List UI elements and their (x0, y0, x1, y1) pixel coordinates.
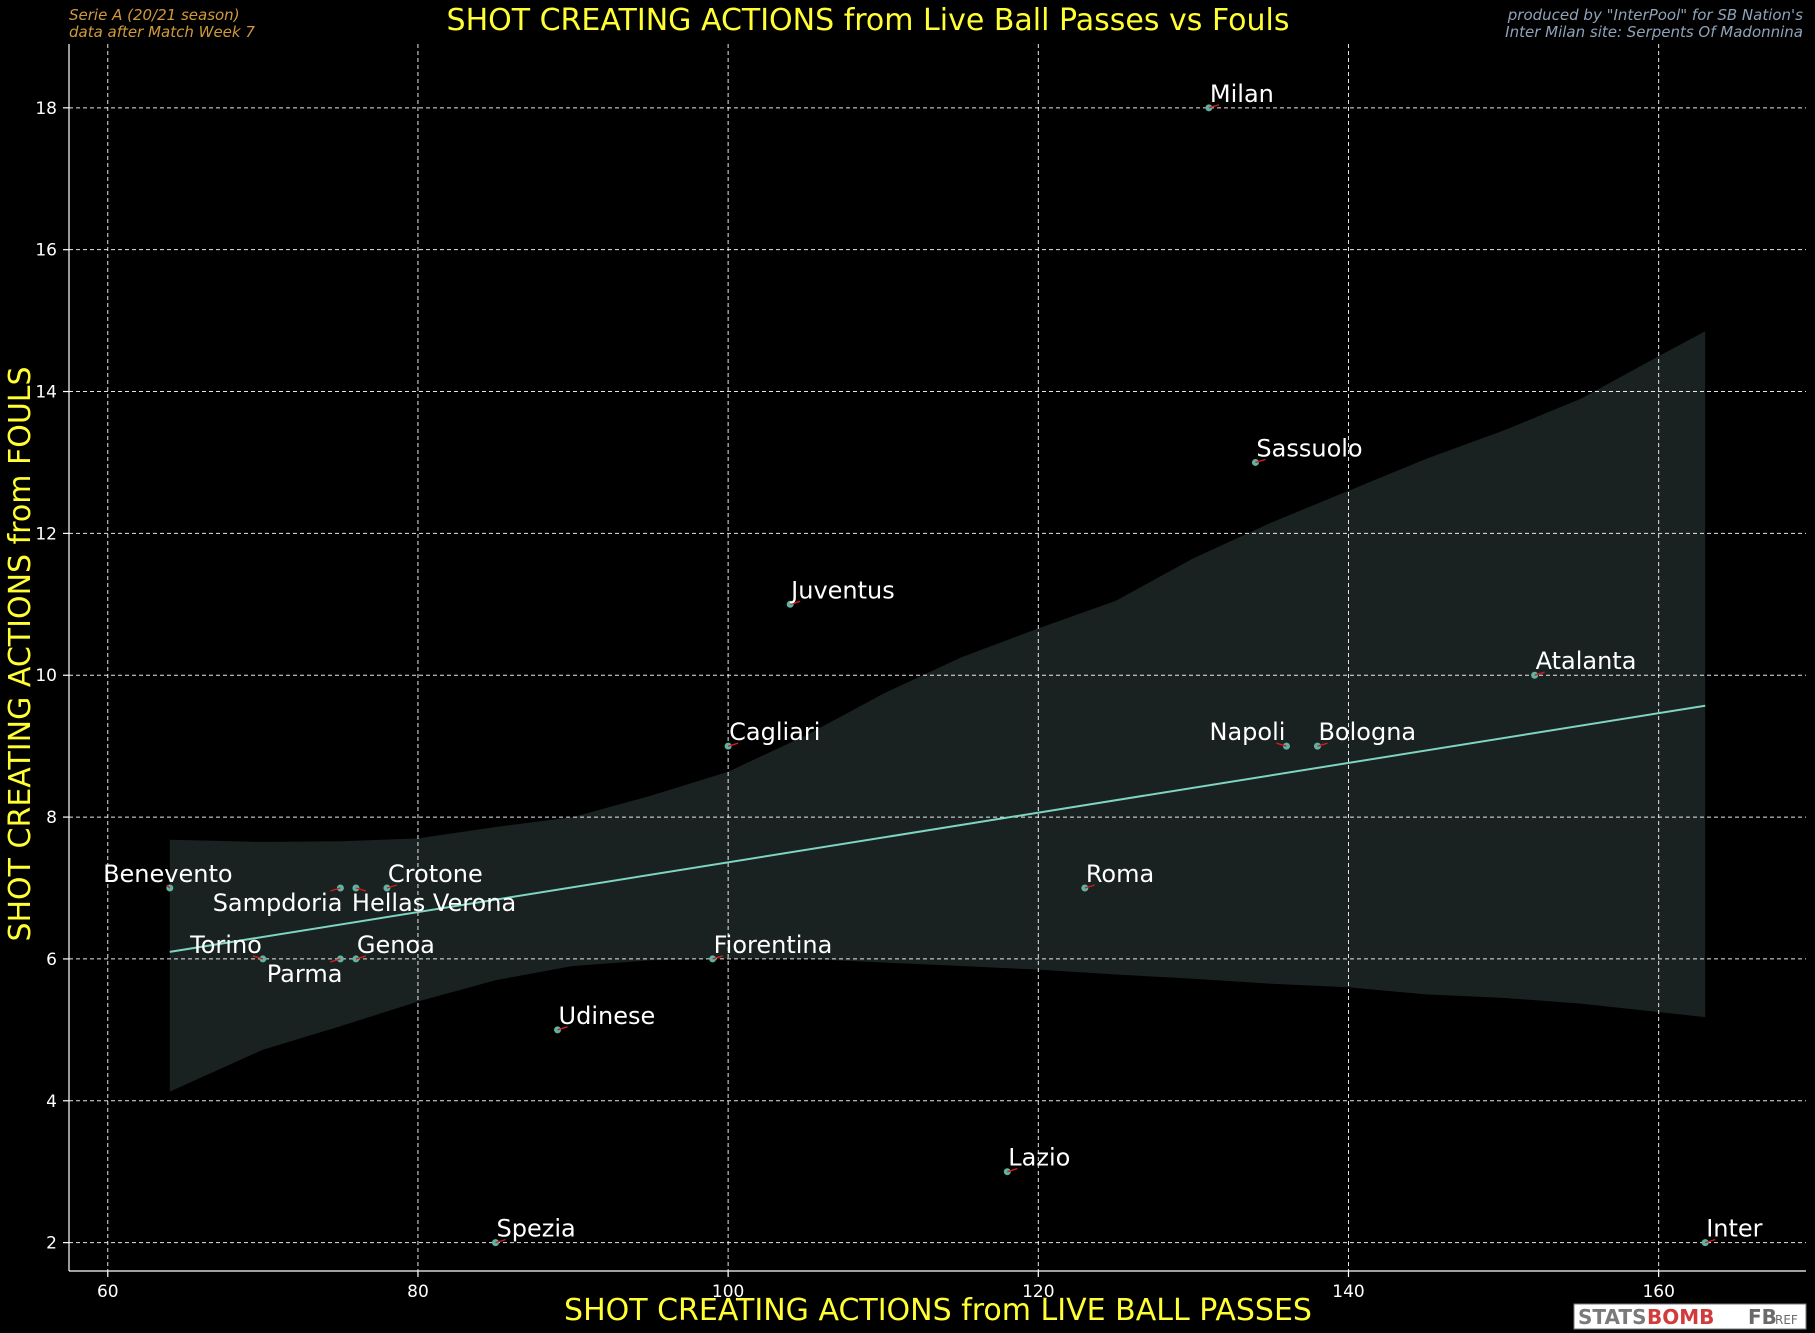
matchweek-note: data after Match Week 7 (69, 23, 255, 41)
label-pointer-sassuolo (1255, 458, 1266, 464)
team-label-torino: Torino (189, 931, 262, 959)
team-label-crotone: Crotone (388, 860, 483, 888)
label-pointer-atalanta (1534, 671, 1545, 676)
y-tick-label: 16 (35, 241, 57, 261)
team-label-parma: Parma (267, 960, 343, 988)
label-pointer-napoli (1276, 742, 1287, 747)
team-label-napoli: Napoli (1210, 718, 1286, 746)
x-tick-label: 80 (407, 1282, 429, 1302)
y-tick-label: 12 (35, 524, 57, 544)
label-pointer-parma (330, 958, 341, 963)
label-pointer-genoa (355, 955, 367, 960)
chart-title: SHOT CREATING ACTIONS from Live Ball Pas… (447, 3, 1290, 38)
x-tick-label: 100 (712, 1282, 744, 1302)
y-tick-label: 8 (46, 808, 57, 828)
logo-background (1573, 1303, 1807, 1330)
x-tick-label: 120 (1022, 1282, 1054, 1302)
team-label-hellas-verona: Hellas Verona (352, 889, 516, 917)
team-label-fiorentina: Fiorentina (714, 931, 833, 959)
team-label-benevento: Benevento (103, 860, 232, 888)
team-label-inter: Inter (1706, 1215, 1762, 1243)
team-label-sampdoria: Sampdoria (213, 889, 343, 917)
regression-line (169, 704, 1706, 953)
team-label-sassuolo: Sassuolo (1256, 434, 1362, 462)
points-layer (166, 104, 1716, 1247)
team-label-genoa: Genoa (357, 931, 435, 959)
team-label-roma: Roma (1086, 860, 1154, 888)
label-pointer-udinese (557, 1026, 568, 1031)
season-note: Serie A (20/21 season) (69, 6, 240, 24)
team-label-juventus: Juventus (789, 576, 895, 604)
team-labels-layer: Milan Sassuolo Juventus Atalanta Cagliari Nap… (103, 80, 1763, 1243)
x-axis-title: SHOT CREATING ACTIONS from LIVE BALL PAS… (564, 1293, 1312, 1328)
confidence-band-layer (169, 331, 1706, 1092)
logo-fb-text: FB (1748, 1305, 1777, 1329)
label-pointer-hellas-verona (355, 887, 367, 892)
logo-ref-text: REF (1775, 1313, 1798, 1327)
logo-bomb-text: BOMB (1647, 1305, 1714, 1329)
credit-note-line2: Inter Milan site: Serpents Of Madonnina (1505, 23, 1803, 41)
y-tick-label: 14 (35, 383, 57, 403)
y-axis-title: SHOT CREATING ACTIONS from FOULS (3, 366, 38, 941)
x-tick-label: 60 (97, 1282, 119, 1302)
label-pointer-torino (252, 955, 264, 960)
label-pointer-fiorentina (712, 955, 723, 960)
statsbomb-fbref-logo: STATS BOMB FB REF (1573, 1303, 1807, 1330)
label-pointer-spezia (495, 1238, 506, 1244)
y-tick-label: 4 (46, 1092, 57, 1112)
team-label-milan: Milan (1210, 80, 1274, 108)
confidence-band (169, 331, 1706, 1092)
y-tick-label: 10 (35, 666, 57, 686)
label-pointer-benevento (166, 884, 171, 889)
axes-layer: 60 80 100 120 140 160 2 4 6 8 10 12 14 16 18 (35, 44, 1806, 1302)
label-pointer-inter (1704, 1238, 1716, 1244)
label-pointer-juventus (789, 600, 801, 605)
credit-note-line1: produced by "InterPool" for SB Nation's (1507, 6, 1803, 24)
label-pointer-bologna (1317, 742, 1328, 747)
label-pointer-roma (1084, 884, 1096, 889)
x-tick-label: 160 (1642, 1282, 1674, 1302)
team-label-bologna: Bologna (1318, 718, 1416, 746)
team-label-lazio: Lazio (1008, 1144, 1070, 1172)
label-pointer-milan (1208, 104, 1220, 109)
team-label-atalanta: Atalanta (1536, 647, 1637, 675)
y-tick-label: 2 (46, 1234, 57, 1254)
label-pointer-sampdoria (330, 887, 341, 892)
team-label-spezia: Spezia (496, 1215, 575, 1243)
team-label-cagliari: Cagliari (729, 718, 820, 746)
logo-stats-text: STATS (1578, 1305, 1646, 1329)
y-tick-label: 18 (35, 99, 57, 119)
regression-layer (169, 704, 1706, 953)
team-label-udinese: Udinese (559, 1002, 656, 1030)
y-tick-label: 6 (46, 950, 57, 970)
x-tick-label: 140 (1332, 1282, 1364, 1302)
label-pointer-lazio (1007, 1168, 1018, 1173)
label-pointer-cagliari (727, 742, 739, 747)
label-pointer-crotone (386, 884, 398, 889)
